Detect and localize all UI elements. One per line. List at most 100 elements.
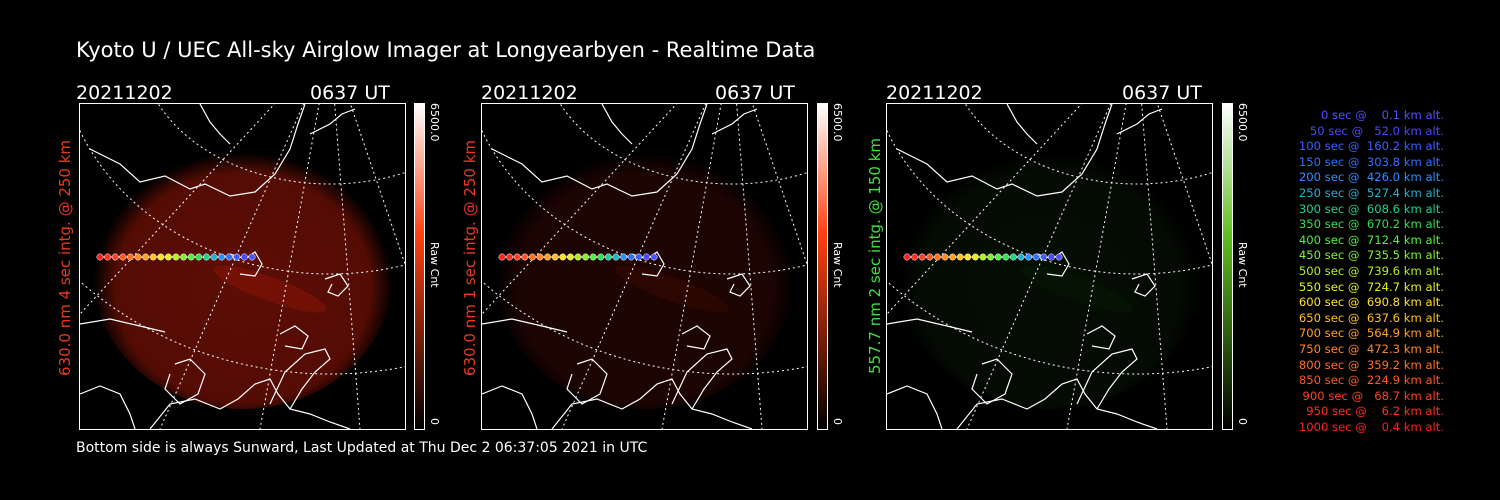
coastline <box>269 348 331 410</box>
trajectory-dot <box>233 253 241 261</box>
rocket-trajectory <box>498 253 658 261</box>
meridian-line <box>561 104 707 429</box>
meridian-line <box>334 104 361 429</box>
coastline <box>726 273 751 297</box>
coastlines <box>80 104 356 429</box>
legend-row: 700 sec @ 564.9 km alt. <box>1298 326 1444 341</box>
trajectory-dot <box>119 253 127 261</box>
trajectory-dot <box>142 253 150 261</box>
trajectory-dot <box>612 253 620 261</box>
panel-2-image[interactable] <box>481 103 808 430</box>
trajectory-dot <box>551 253 559 261</box>
trajectory-dot <box>1009 253 1017 261</box>
coastline <box>956 378 1158 429</box>
trajectory-dot <box>195 253 203 261</box>
coastline <box>896 104 1113 197</box>
meridian-line <box>349 104 405 265</box>
latitude-circle <box>964 104 1212 185</box>
trajectory-dot <box>650 253 658 261</box>
trajectory-dot <box>240 253 248 261</box>
footer-note: Bottom side is always Sunward, Last Upda… <box>76 440 648 456</box>
trajectory-dot <box>126 253 134 261</box>
trajectory-dot <box>559 253 567 261</box>
panel-1-side-label: 630.0 nm 4 sec intg. @ 250 km <box>56 139 74 376</box>
coastline <box>566 358 608 405</box>
panel-1-cbar-min: 0 <box>428 418 441 425</box>
trajectory-dot <box>933 253 941 261</box>
aurora-arc <box>1020 265 1134 313</box>
panel-3-cbar-max: 6500.0 <box>1236 103 1249 142</box>
panel-2-cbar-unit: Raw Cnt <box>831 242 844 288</box>
coastline <box>149 378 351 429</box>
coastlines <box>887 104 1163 429</box>
trajectory-dot <box>157 253 165 261</box>
trajectory-dot <box>104 253 112 261</box>
coastline <box>887 318 973 333</box>
panel-2-cbar-max: 6500.0 <box>831 103 844 142</box>
panel-1-cbar-max: 6500.0 <box>428 103 441 142</box>
trajectory-dot <box>597 253 605 261</box>
panel-3-time: 0637 UT <box>1122 82 1202 104</box>
trajectory-dot <box>589 253 597 261</box>
trajectory-dot <box>1040 253 1048 261</box>
coastline <box>681 325 711 350</box>
trajectory-dot <box>498 253 506 261</box>
panel-2-colorbar <box>817 103 828 430</box>
panel-1-cbar-unit: Raw Cnt <box>428 242 441 288</box>
panel-3-date: 20211202 <box>886 82 983 104</box>
rocket-trajectory <box>903 253 1063 261</box>
trajectory-dot <box>971 253 979 261</box>
coastline <box>491 104 708 197</box>
trajectory-dot <box>96 253 104 261</box>
panel-3-side-label: 557.7 nm 2 sec intg. @ 150 km <box>866 137 884 374</box>
legend-row: 850 sec @ 224.9 km alt. <box>1298 373 1444 388</box>
trajectory-dot <box>574 253 582 261</box>
latitude-circle <box>80 280 405 375</box>
panel-1-colorbar <box>414 103 425 430</box>
latitude-circle <box>887 280 1212 375</box>
coastline <box>80 318 166 333</box>
geo-grid <box>482 104 807 429</box>
trajectory-dot <box>1032 253 1040 261</box>
meridian-line <box>1066 104 1127 429</box>
panel-2-date: 20211202 <box>481 82 578 104</box>
panel-3-image[interactable] <box>886 103 1213 430</box>
trajectory-dot <box>218 253 226 261</box>
legend-row: 0 sec @ 0.1 km alt. <box>1313 108 1444 122</box>
latitude-circle <box>482 280 807 375</box>
trajectory-dot <box>1025 253 1033 261</box>
coastline <box>324 273 349 297</box>
trajectory-dot <box>566 253 574 261</box>
meridian-line <box>1141 104 1168 429</box>
meridian-line <box>751 104 807 265</box>
coastline <box>1131 273 1156 297</box>
panel-3-cbar-min: 0 <box>1236 418 1249 425</box>
legend-row: 800 sec @ 359.2 km alt. <box>1298 357 1444 372</box>
meridian-line <box>159 104 305 429</box>
trajectory-dot <box>111 253 119 261</box>
panel-1-image[interactable] <box>79 103 406 430</box>
meridian-line <box>736 104 763 429</box>
coastline <box>279 325 309 350</box>
trajectory-dot <box>604 253 612 261</box>
coastline <box>1076 348 1138 410</box>
legend-row: 250 sec @ 527.4 km alt. <box>1298 185 1444 200</box>
legend-row: 350 sec @ 670.2 km alt. <box>1298 217 1444 232</box>
trajectory-dot <box>949 253 957 261</box>
rocket-trajectory <box>96 253 256 261</box>
panel-2-svg <box>482 104 807 429</box>
legend-row: 200 sec @ 426.0 km alt. <box>1298 170 1444 185</box>
coastline <box>164 358 206 405</box>
trajectory-dot <box>521 253 529 261</box>
trajectory-dot <box>149 253 157 261</box>
legend-row: 750 sec @ 472.3 km alt. <box>1298 341 1444 356</box>
trajectory-dot <box>635 253 643 261</box>
coastline <box>971 358 1013 405</box>
trajectory-dot <box>627 253 635 261</box>
trajectory-dot <box>994 253 1002 261</box>
trajectory-dot <box>210 253 218 261</box>
trajectory-dot <box>544 253 552 261</box>
meridian-line <box>482 104 678 315</box>
legend-row: 650 sec @ 637.6 km alt. <box>1298 310 1444 325</box>
coastline <box>1086 325 1116 350</box>
